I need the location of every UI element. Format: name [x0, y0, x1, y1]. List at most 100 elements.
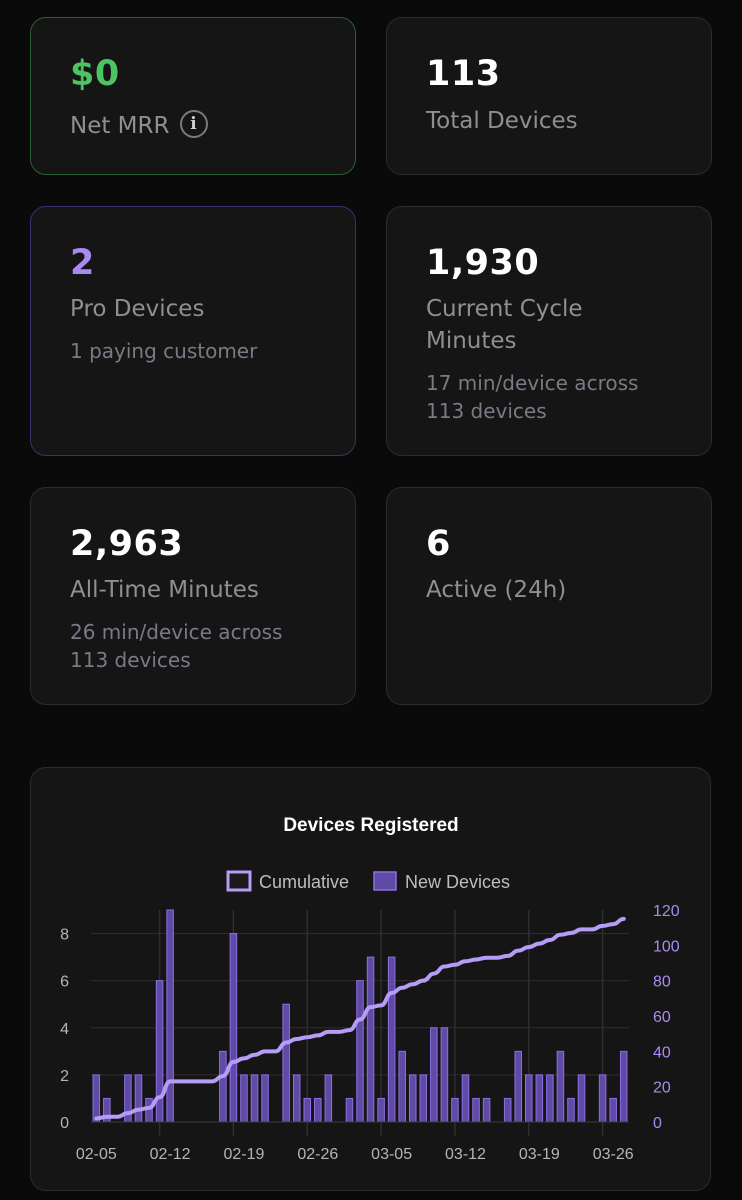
- bar-new-devices[interactable]: [556, 1050, 565, 1123]
- bar-new-devices[interactable]: [240, 1074, 248, 1123]
- bar-new-devices[interactable]: [303, 1097, 312, 1123]
- net-mrr-label-text: Net MRR: [70, 113, 170, 139]
- y-left-tick-label: 6: [60, 974, 69, 991]
- pro-devices-label: Pro Devices: [70, 296, 205, 322]
- bar-new-devices[interactable]: [282, 1003, 290, 1123]
- total-devices-value: 113: [426, 54, 501, 94]
- x-tick-label: 02-12: [150, 1146, 191, 1163]
- bar-new-devices[interactable]: [577, 1074, 586, 1123]
- chart-legend: Cumulative New Devices: [226, 870, 510, 892]
- x-tick-label: 02-19: [223, 1146, 264, 1163]
- current-cycle-label-line2: Minutes: [426, 328, 517, 354]
- bar-new-devices[interactable]: [92, 1074, 101, 1123]
- legend-swatch-cumulative: [226, 870, 252, 892]
- all-time-sub-line2: 113 devices: [70, 648, 191, 672]
- bar-new-devices[interactable]: [503, 1097, 512, 1123]
- x-tick-label: 03-19: [519, 1146, 560, 1163]
- pro-devices-card: 2 Pro Devices 1 paying customer: [30, 206, 356, 456]
- active-devices-label: Active (24h): [426, 577, 567, 603]
- bar-new-devices[interactable]: [567, 1097, 575, 1123]
- all-time-minutes-value: 2,963: [70, 524, 184, 564]
- bar-new-devices[interactable]: [166, 909, 174, 1123]
- bar-new-devices[interactable]: [314, 1097, 322, 1123]
- bar-new-devices[interactable]: [145, 1097, 153, 1123]
- bar-new-devices[interactable]: [377, 1097, 385, 1123]
- bar-new-devices[interactable]: [546, 1074, 554, 1123]
- bar-new-devices[interactable]: [250, 1074, 259, 1123]
- bar-new-devices[interactable]: [609, 1097, 617, 1123]
- y-left-tick-label: 8: [60, 927, 69, 944]
- y-right-tick-label: 80: [653, 974, 671, 991]
- y-right-tick-label: 60: [653, 1009, 671, 1026]
- bar-new-devices[interactable]: [408, 1074, 417, 1123]
- x-tick-label: 03-12: [445, 1146, 486, 1163]
- current-cycle-value: 1,930: [426, 243, 540, 283]
- active-devices-value: 6: [426, 524, 451, 564]
- bar-new-devices[interactable]: [398, 1050, 406, 1123]
- bar-new-devices[interactable]: [482, 1097, 491, 1123]
- bar-new-devices[interactable]: [366, 956, 375, 1123]
- active-devices-card: 6 Active (24h): [386, 487, 712, 705]
- all-time-minutes-label: All-Time Minutes: [70, 577, 259, 603]
- bar-new-devices[interactable]: [461, 1074, 470, 1123]
- y-right-tick-label: 0: [653, 1115, 662, 1132]
- x-tick-label: 02-05: [76, 1146, 117, 1163]
- net-mrr-value: $0: [70, 54, 120, 94]
- y-left-tick-label: 4: [60, 1021, 69, 1038]
- bar-new-devices[interactable]: [356, 980, 364, 1123]
- bar-new-devices[interactable]: [514, 1050, 523, 1123]
- bar-new-devices[interactable]: [419, 1074, 428, 1123]
- y-right-tick-label: 20: [653, 1080, 671, 1097]
- net-mrr-card: $0 Net MRR i: [30, 17, 356, 175]
- bar-new-devices[interactable]: [430, 1027, 438, 1123]
- y-left-tick-label: 0: [60, 1115, 69, 1132]
- all-time-sub-line1: 26 min/device across: [70, 620, 283, 644]
- cumulative-line[interactable]: [94, 916, 626, 1121]
- current-cycle-subtext: 17 min/device across 113 devices: [426, 369, 638, 425]
- current-cycle-sub-line2: 113 devices: [426, 399, 547, 423]
- bar-new-devices[interactable]: [451, 1097, 459, 1123]
- legend-swatch-new-devices: [373, 871, 397, 891]
- devices-registered-chart: Devices Registered Cumulative New Device…: [60, 815, 680, 1163]
- bar-new-devices[interactable]: [440, 1027, 449, 1123]
- bar-new-devices[interactable]: [472, 1097, 480, 1123]
- current-cycle-card: 1,930 Current Cycle Minutes 17 min/devic…: [386, 206, 712, 456]
- pro-devices-value: 2: [70, 243, 95, 283]
- bar-new-devices[interactable]: [134, 1074, 143, 1123]
- bar-new-devices[interactable]: [219, 1050, 227, 1123]
- legend-item-cumulative[interactable]: Cumulative: [226, 870, 349, 892]
- bar-new-devices[interactable]: [292, 1074, 301, 1123]
- y-right-tick-label: 120: [653, 903, 680, 920]
- bar-new-devices[interactable]: [525, 1074, 533, 1123]
- y-left-tick-label: 2: [60, 1068, 69, 1085]
- total-devices-label: Total Devices: [426, 108, 578, 134]
- bar-new-devices[interactable]: [345, 1097, 354, 1123]
- legend-label-cumulative: Cumulative: [259, 872, 349, 892]
- all-time-minutes-subtext: 26 min/device across 113 devices: [70, 618, 282, 674]
- info-icon[interactable]: i: [179, 109, 208, 138]
- y-right-tick-label: 40: [653, 1044, 671, 1061]
- bar-new-devices[interactable]: [261, 1074, 269, 1123]
- bar-new-devices[interactable]: [229, 933, 238, 1123]
- y-right-tick-label: 100: [653, 938, 680, 955]
- total-devices-card: 113 Total Devices: [386, 17, 712, 175]
- devices-registered-chart-card: Devices Registered Cumulative New Device…: [30, 767, 711, 1191]
- pro-devices-subtext: 1 paying customer: [70, 339, 258, 363]
- bar-new-devices[interactable]: [535, 1074, 544, 1123]
- net-mrr-label: Net MRR i: [70, 109, 208, 142]
- legend-label-new-devices: New Devices: [405, 872, 510, 892]
- chart-title: Devices Registered: [283, 815, 458, 836]
- current-cycle-label-line1: Current Cycle: [426, 296, 583, 322]
- current-cycle-sub-line1: 17 min/device across: [426, 371, 639, 395]
- chart-line: [94, 916, 626, 1121]
- all-time-minutes-card: 2,963 All-Time Minutes 26 min/device acr…: [30, 487, 356, 705]
- bar-new-devices[interactable]: [619, 1050, 628, 1123]
- bar-new-devices[interactable]: [387, 956, 396, 1123]
- bar-new-devices[interactable]: [324, 1074, 333, 1123]
- x-tick-label: 03-05: [371, 1146, 412, 1163]
- legend-item-new-devices[interactable]: New Devices: [373, 871, 510, 892]
- x-tick-label: 02-26: [297, 1146, 338, 1163]
- bar-new-devices[interactable]: [598, 1074, 607, 1123]
- x-tick-label: 03-26: [593, 1146, 634, 1163]
- chart-bars: [92, 909, 628, 1123]
